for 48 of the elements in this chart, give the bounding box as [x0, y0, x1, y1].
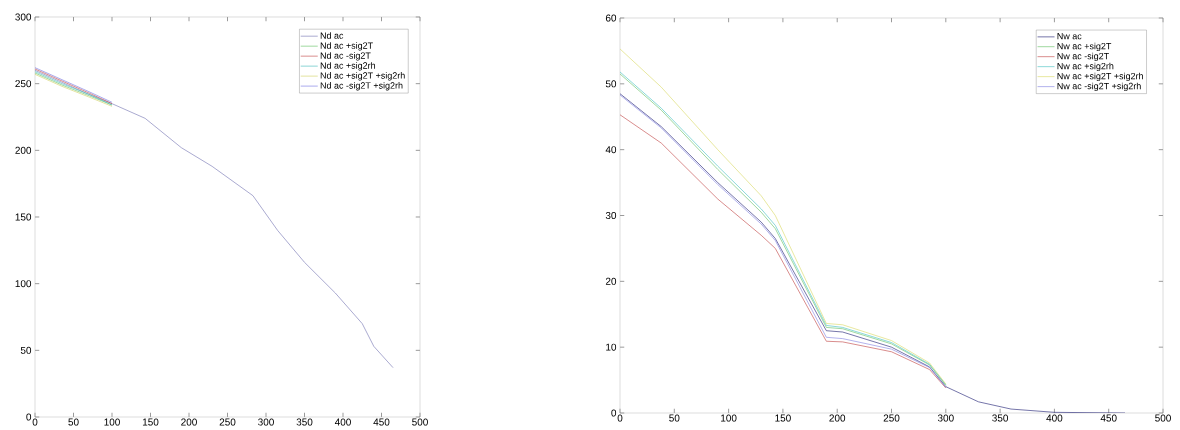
x-tick-label: 150 [775, 414, 791, 422]
x-tick-label: 350 [296, 418, 313, 426]
y-tick-label: 40 [605, 146, 617, 154]
y-tick-label: 60 [605, 14, 617, 22]
x-tick-label: 100 [104, 418, 120, 426]
x-tick-label: 500 [1155, 414, 1171, 422]
x-tick-label: 150 [142, 418, 159, 426]
x-tick-label: 200 [829, 414, 846, 422]
y-tick-label: 150 [15, 213, 32, 221]
legend-label: Nd ac [320, 32, 344, 39]
y-tick-label: 50 [20, 346, 32, 354]
legend-label: Nd ac +sig2T [320, 42, 373, 51]
x-tick-label: 100 [721, 414, 737, 422]
x-tick-label: 300 [258, 418, 274, 426]
x-tick-label: 300 [937, 414, 954, 422]
legend-label: Nd ac -sig2T +sig2rh [320, 82, 403, 91]
y-tick-label: 100 [15, 280, 32, 288]
x-tick-label: 250 [219, 418, 236, 426]
legend-label: Nw ac -sig2T +sig2rh [1057, 82, 1141, 91]
line-series [620, 93, 1126, 413]
x-tick-label: 0 [32, 418, 38, 426]
legend-label: Nw ac +sig2T +sig2rh [1057, 72, 1143, 81]
y-tick-label: 200 [15, 146, 32, 154]
y-tick-label: 50 [605, 80, 617, 88]
legend-label: Nw ac +sig2rh [1057, 62, 1114, 72]
x-tick-label: 200 [181, 418, 197, 426]
x-tick-label: 450 [373, 418, 390, 426]
x-tick-label: 500 [412, 418, 428, 426]
x-tick-label: 250 [883, 414, 900, 422]
y-tick-label: 300 [15, 13, 32, 21]
legend-label: Nd ac +sig2rh [320, 62, 376, 71]
y-tick-label: 20 [605, 277, 617, 285]
legend-label: Nw ac [1057, 33, 1082, 40]
legend-label: Nd ac -sig2T [320, 52, 371, 61]
legend-label: Nd ac +sig2T +sig2rh [320, 72, 405, 81]
y-tick-label: 30 [605, 211, 617, 220]
x-tick-label: 400 [334, 418, 351, 426]
x-tick-label: 0 [617, 414, 623, 422]
legend-label: Nw ac +sig2T [1057, 42, 1112, 52]
legend-label: Nw ac -sig2T [1057, 52, 1109, 62]
y-tick-label: 250 [15, 80, 32, 88]
x-tick-label: 50 [68, 418, 79, 426]
y-tick-label: 0 [611, 409, 617, 417]
x-tick-label: 450 [1100, 414, 1117, 422]
x-tick-label: 400 [1046, 414, 1063, 422]
x-tick-label: 50 [669, 414, 680, 422]
y-tick-label: 10 [606, 343, 617, 351]
x-tick-label: 350 [992, 414, 1009, 422]
